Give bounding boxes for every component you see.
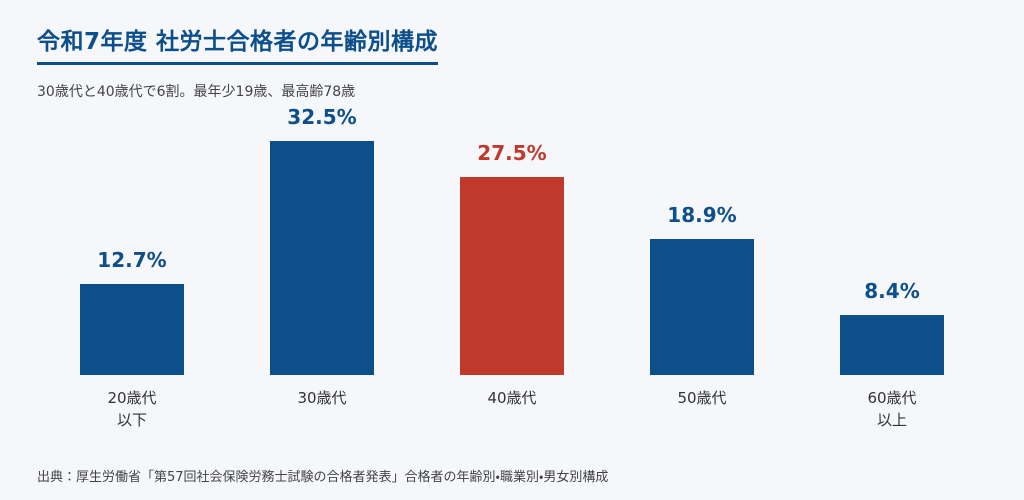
value-label: 27.5% xyxy=(477,141,547,165)
x-tick-label: 30歳代 xyxy=(297,389,347,407)
plot-area: 20歳代 以下 12.7% 30歳代 32.5% 40歳代 27.5% 50歳代 18.9% 6… xyxy=(37,0,987,460)
value-label: 32.5% xyxy=(287,105,357,129)
value-label: 18.9% xyxy=(667,202,737,227)
source-note: 出典：厚生労働省「第57回社会保険労務士試験の合格者発表」合格者の年齢別・職業別… xyxy=(37,470,609,485)
bar xyxy=(650,238,754,375)
chart-title: 令和7年度 社労士合格者の年齢別構成 xyxy=(37,22,439,65)
x-tick-label: 40歳代 xyxy=(487,389,537,407)
value-label: 8.4% xyxy=(864,278,920,303)
x-tick-label: 60歳代 以上 xyxy=(867,389,917,429)
bar xyxy=(270,141,374,375)
bar xyxy=(840,314,944,375)
bar xyxy=(80,283,184,375)
chart-subtitle: 30歳代と40歳代で6割。最年少19歳、最高齢78歳 xyxy=(37,84,356,100)
x-tick-label: 50歳代 xyxy=(677,389,727,407)
bar xyxy=(460,177,564,375)
value-label: 12.7% xyxy=(97,247,167,272)
x-tick-label: 20歳代 以下 xyxy=(107,389,157,429)
